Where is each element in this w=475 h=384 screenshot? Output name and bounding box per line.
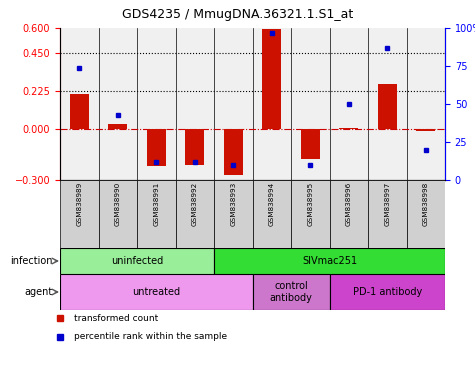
Text: GSM838997: GSM838997: [384, 182, 390, 226]
Text: percentile rank within the sample: percentile rank within the sample: [74, 332, 228, 341]
Text: untreated: untreated: [132, 287, 180, 297]
Text: agent: agent: [24, 287, 52, 297]
Bar: [291, 180, 330, 248]
Text: transformed count: transformed count: [74, 314, 159, 323]
Bar: [416, 129, 436, 131]
Bar: [407, 180, 445, 248]
Bar: [330, 274, 445, 310]
Bar: [185, 129, 204, 165]
Bar: [137, 180, 175, 248]
Text: GSM838991: GSM838991: [153, 182, 159, 226]
Text: infection: infection: [10, 256, 52, 266]
Bar: [253, 180, 291, 248]
Bar: [98, 180, 137, 248]
Bar: [224, 129, 243, 175]
Text: GSM838995: GSM838995: [307, 182, 313, 226]
Text: GDS4235 / MmugDNA.36321.1.S1_at: GDS4235 / MmugDNA.36321.1.S1_at: [122, 8, 353, 21]
Bar: [60, 248, 214, 274]
Bar: [70, 94, 89, 129]
Bar: [60, 180, 98, 248]
Text: GSM838996: GSM838996: [346, 182, 352, 226]
Text: PD-1 antibody: PD-1 antibody: [352, 287, 422, 297]
Bar: [214, 180, 253, 248]
Bar: [175, 180, 214, 248]
Bar: [147, 129, 166, 167]
Bar: [262, 29, 281, 129]
Text: GSM838998: GSM838998: [423, 182, 429, 226]
Bar: [368, 180, 407, 248]
Text: GSM838993: GSM838993: [230, 182, 236, 226]
Text: control
antibody: control antibody: [270, 281, 313, 303]
Bar: [108, 124, 127, 129]
Text: GSM838989: GSM838989: [76, 182, 82, 226]
Bar: [301, 129, 320, 159]
Text: GSM838992: GSM838992: [192, 182, 198, 226]
Text: GSM838990: GSM838990: [115, 182, 121, 226]
Bar: [339, 127, 358, 129]
Bar: [214, 248, 445, 274]
Text: GSM838994: GSM838994: [269, 182, 275, 226]
Bar: [60, 274, 253, 310]
Text: SIVmac251: SIVmac251: [302, 256, 357, 266]
Bar: [253, 274, 330, 310]
Text: uninfected: uninfected: [111, 256, 163, 266]
Bar: [330, 180, 368, 248]
Bar: [378, 84, 397, 129]
